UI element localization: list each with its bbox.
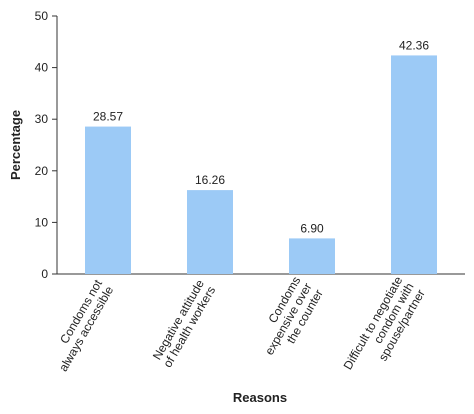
x-tick-label: Negative attitudeof health workers	[149, 277, 218, 370]
y-tick-label: 20	[35, 164, 49, 178]
bar	[391, 55, 437, 275]
value-label: 6.90	[300, 221, 324, 235]
x-tick-label: Condoms notalways accessible	[45, 277, 117, 374]
y-tick-label: 10	[35, 215, 49, 229]
bar	[85, 126, 131, 274]
bar	[289, 238, 335, 274]
x-tick-label: Condomsexpensive overthe counter	[251, 274, 326, 364]
value-label: 42.36	[399, 38, 429, 52]
y-axis-label: Percentage	[8, 110, 23, 180]
value-label: 16.26	[195, 173, 225, 187]
bar	[187, 190, 233, 274]
x-axis-label: Reasons	[233, 390, 287, 405]
x-tick-label: Difficult to negotiatecondom withspouse/…	[341, 274, 428, 385]
y-tick-label: 50	[35, 9, 49, 23]
value-label: 28.57	[93, 110, 123, 124]
y-tick-label: 40	[35, 61, 49, 75]
y-tick-label: 30	[35, 112, 49, 126]
y-tick-label: 0	[41, 267, 48, 281]
